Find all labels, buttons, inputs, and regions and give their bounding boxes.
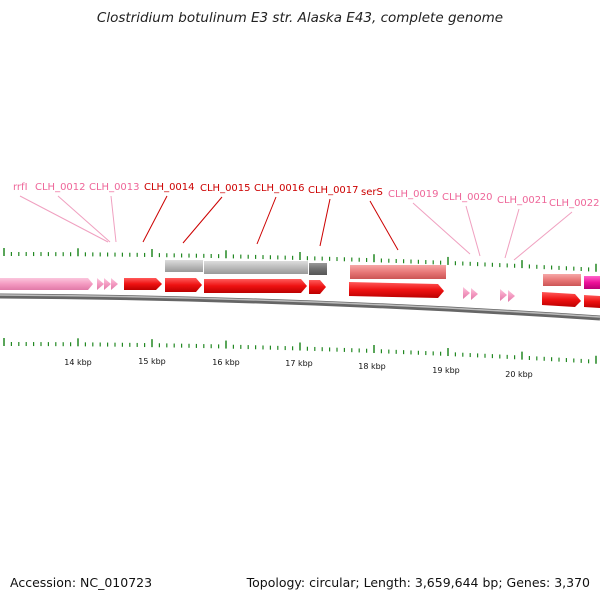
- lower-tick-marks: [3, 338, 597, 364]
- gene-clh-0015-upper: [165, 260, 203, 272]
- scale-label-14: 14 kbp: [64, 358, 92, 367]
- leader-line: [504, 208, 520, 259]
- gene-clh-0017-upper: [309, 263, 327, 275]
- leader-line: [182, 196, 223, 244]
- scale-label-18: 18 kbp: [358, 362, 386, 371]
- leader-line: [19, 195, 109, 243]
- leader-line: [256, 196, 277, 245]
- cds-arrow-clh-0020b: [508, 290, 515, 302]
- cds-arrow-clh-0016: [204, 279, 307, 293]
- gene-label-clh-0021: CLH_0021: [497, 195, 548, 206]
- cds-arrow-clh-0020: [500, 289, 507, 301]
- cds-arrow-clh-0014: [124, 278, 162, 290]
- leader-line: [319, 198, 331, 247]
- gene-clh-0021-upper: [543, 274, 581, 286]
- gene-clh-0016-upper: [204, 261, 308, 274]
- gene-label-clh-0015: CLH_0015: [200, 183, 251, 194]
- leader-line: [369, 200, 399, 251]
- cds-arrow-clh-0015: [165, 278, 202, 292]
- cds-arrow-clh-0019b: [471, 288, 478, 300]
- cds-arrow-rrfi: [0, 278, 93, 290]
- gene-label-clh-0020: CLH_0020: [442, 192, 493, 203]
- leader-line: [465, 205, 481, 257]
- genome-backbone-highlight: [0, 294, 600, 318]
- label-leader-lines: [19, 195, 573, 261]
- scale-label-15: 15 kbp: [138, 357, 166, 366]
- gene-label-sers: serS: [361, 187, 383, 198]
- genome-summary-text: Topology: circular; Length: 3,659,644 bp…: [246, 575, 590, 590]
- gene-label-clh-0012: CLH_0012: [35, 182, 86, 193]
- accession-text: Accession: NC_010723: [10, 575, 153, 590]
- gene-label-clh-0022: CLH_0022: [549, 198, 600, 209]
- gene-label-clh-0019: CLH_0019: [388, 189, 439, 200]
- gene-label-rrfi: rrfI: [13, 182, 28, 193]
- scale-label-19: 19 kbp: [432, 366, 460, 375]
- cds-arrow-sers: [349, 282, 444, 298]
- gene-label-clh-0013: CLH_0013: [89, 182, 140, 193]
- map-title: Clostridium botulinum E3 str. Alaska E43…: [96, 10, 504, 26]
- cds-arrow-clh-0021: [542, 292, 581, 307]
- gene-label-clh-0016: CLH_0016: [254, 183, 305, 194]
- upper-tick-marks: [3, 248, 597, 272]
- gene-label-clh-0014: CLH_0014: [144, 182, 195, 193]
- leader-line: [142, 195, 168, 243]
- cds-arrow-clh-0012: [97, 278, 104, 290]
- cds-arrow-clh-0022: [584, 295, 600, 308]
- cds-arrow-clh-0017: [309, 280, 326, 294]
- scale-label-16: 16 kbp: [212, 358, 240, 367]
- cds-arrow-clh-0019: [463, 287, 470, 299]
- leader-line: [513, 211, 573, 261]
- leader-line: [57, 195, 111, 243]
- cds-arrow-clh-0013: [111, 278, 118, 290]
- cds-arrow-clh-0012b: [104, 278, 111, 290]
- leader-line: [110, 195, 117, 243]
- leader-line: [412, 202, 471, 255]
- gene-sers-upper: [350, 265, 446, 279]
- scale-label-17: 17 kbp: [285, 359, 313, 368]
- scale-label-20: 20 kbp: [505, 370, 533, 379]
- gene-clh-0022-upper: [584, 276, 600, 289]
- gene-label-clh-0017: CLH_0017: [308, 185, 359, 196]
- genome-backbone: [0, 293, 600, 321]
